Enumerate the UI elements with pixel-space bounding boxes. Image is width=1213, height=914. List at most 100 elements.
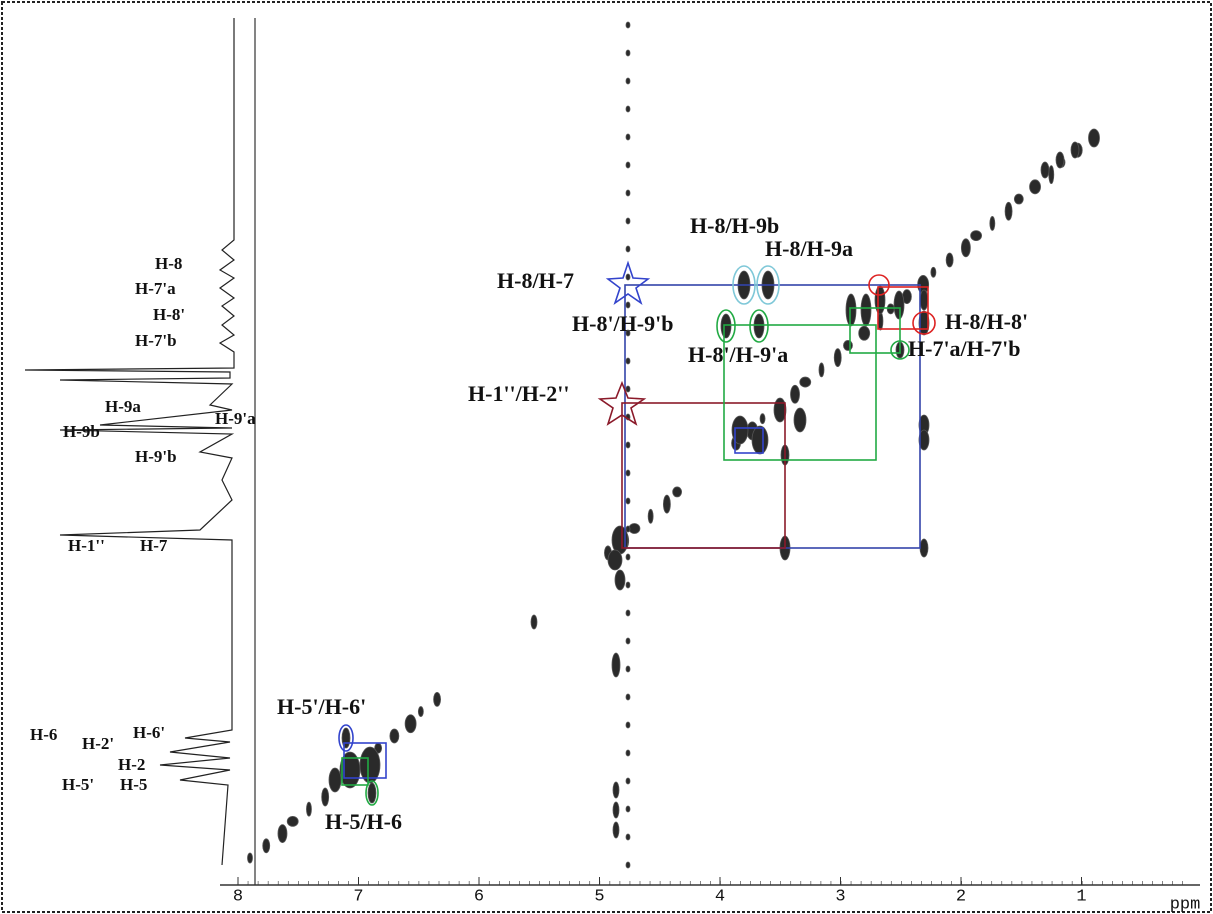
axis-unit: ppm <box>1170 895 1201 914</box>
peak <box>625 609 631 617</box>
peak <box>612 781 620 799</box>
peak <box>1029 179 1041 195</box>
peak <box>773 397 787 423</box>
peak <box>930 266 937 278</box>
peak <box>625 665 631 673</box>
correlation-label: H-8/H-9a <box>765 236 853 261</box>
peak <box>970 230 983 242</box>
peak <box>625 469 631 477</box>
proton-label: H-1'' <box>68 536 105 555</box>
peak <box>945 252 954 268</box>
peak <box>886 303 895 315</box>
peak <box>919 538 929 558</box>
correlation-labels: H-8/H-9b H-8/H-9a H-8/H-7 H-8'/H-9'b H-8… <box>277 213 1028 834</box>
peak <box>262 838 271 854</box>
correlation-boxes <box>338 260 936 806</box>
proton-label: H-2 <box>118 755 145 774</box>
proton-label: H-8 <box>155 254 182 273</box>
peak <box>625 49 631 57</box>
proton-label: H-5 <box>120 775 147 794</box>
peak <box>611 652 621 678</box>
peak <box>647 508 654 524</box>
peak <box>321 787 330 807</box>
correlation-label: H-8'/H-9'b <box>572 311 673 336</box>
correlation-label: H-8'/H-9'a <box>688 342 788 367</box>
peak <box>625 385 631 393</box>
peak <box>625 553 631 561</box>
peak <box>612 801 620 819</box>
proton-label: H-9a <box>105 397 141 416</box>
peak <box>417 706 424 717</box>
peak <box>625 357 631 365</box>
tick-label: 4 <box>715 887 725 906</box>
peak <box>919 289 929 311</box>
peak <box>625 329 631 337</box>
peak <box>662 494 671 514</box>
peak <box>751 425 769 455</box>
cross-peaks <box>247 21 1100 869</box>
tick-label: 3 <box>835 887 845 906</box>
proton-label: H-8' <box>153 305 185 324</box>
peak <box>625 693 631 701</box>
peak <box>359 746 381 784</box>
x-axis: ppm 8 7 6 5 4 3 2 1 <box>233 877 1200 914</box>
peak <box>790 384 800 404</box>
peak <box>625 245 631 253</box>
peak <box>918 429 930 451</box>
peak <box>612 821 620 839</box>
peak <box>1055 151 1065 169</box>
peak <box>860 293 872 327</box>
peak <box>1013 193 1024 205</box>
peak <box>625 77 631 85</box>
proton-label: H-7'b <box>135 331 177 350</box>
peak <box>625 861 631 869</box>
peak <box>625 133 631 141</box>
peak <box>625 301 631 309</box>
peak <box>614 569 626 591</box>
correlation-label: H-7'a/H-7'b <box>908 336 1020 361</box>
peak <box>433 691 441 707</box>
peak <box>720 313 732 339</box>
peak <box>625 189 631 197</box>
peak <box>625 833 631 841</box>
peak <box>625 749 631 757</box>
peak <box>367 782 377 804</box>
tick-label: 5 <box>594 887 604 906</box>
peak <box>625 497 631 505</box>
correlation-label: H-1''/H-2'' <box>468 381 569 406</box>
peak <box>989 216 996 231</box>
peak <box>874 285 886 315</box>
proton-label: H-9'a <box>215 409 256 428</box>
proton-labels: H-8 H-7'a H-8' H-7'b H-9a H-9'a H-9b H-9… <box>30 254 256 794</box>
peak <box>277 824 288 843</box>
peak <box>625 525 631 533</box>
proton-label: H-2' <box>82 734 114 753</box>
proton-label: H-6' <box>133 723 165 742</box>
peak <box>625 777 631 785</box>
correlation-label: H-8/H-7 <box>497 268 574 293</box>
peak <box>530 614 538 630</box>
peak <box>286 815 299 827</box>
proton-label: H-9'b <box>135 447 177 466</box>
peak <box>1048 165 1055 185</box>
tick-label: 6 <box>474 887 484 906</box>
peak <box>306 801 312 817</box>
peak <box>1040 161 1050 179</box>
peak <box>759 413 766 425</box>
peak <box>625 161 631 169</box>
proton-label: H-9b <box>63 422 100 441</box>
peak <box>628 523 641 534</box>
peak <box>625 581 631 589</box>
peak <box>607 549 623 571</box>
peak <box>404 714 417 734</box>
peak <box>625 637 631 645</box>
correlation-label: H-5/H-6 <box>325 809 402 834</box>
tick-label: 8 <box>233 887 243 906</box>
peak <box>625 721 631 729</box>
peak <box>625 21 631 29</box>
peak <box>893 290 905 320</box>
peak <box>1004 201 1013 221</box>
spectrum-frame <box>24 18 1200 886</box>
